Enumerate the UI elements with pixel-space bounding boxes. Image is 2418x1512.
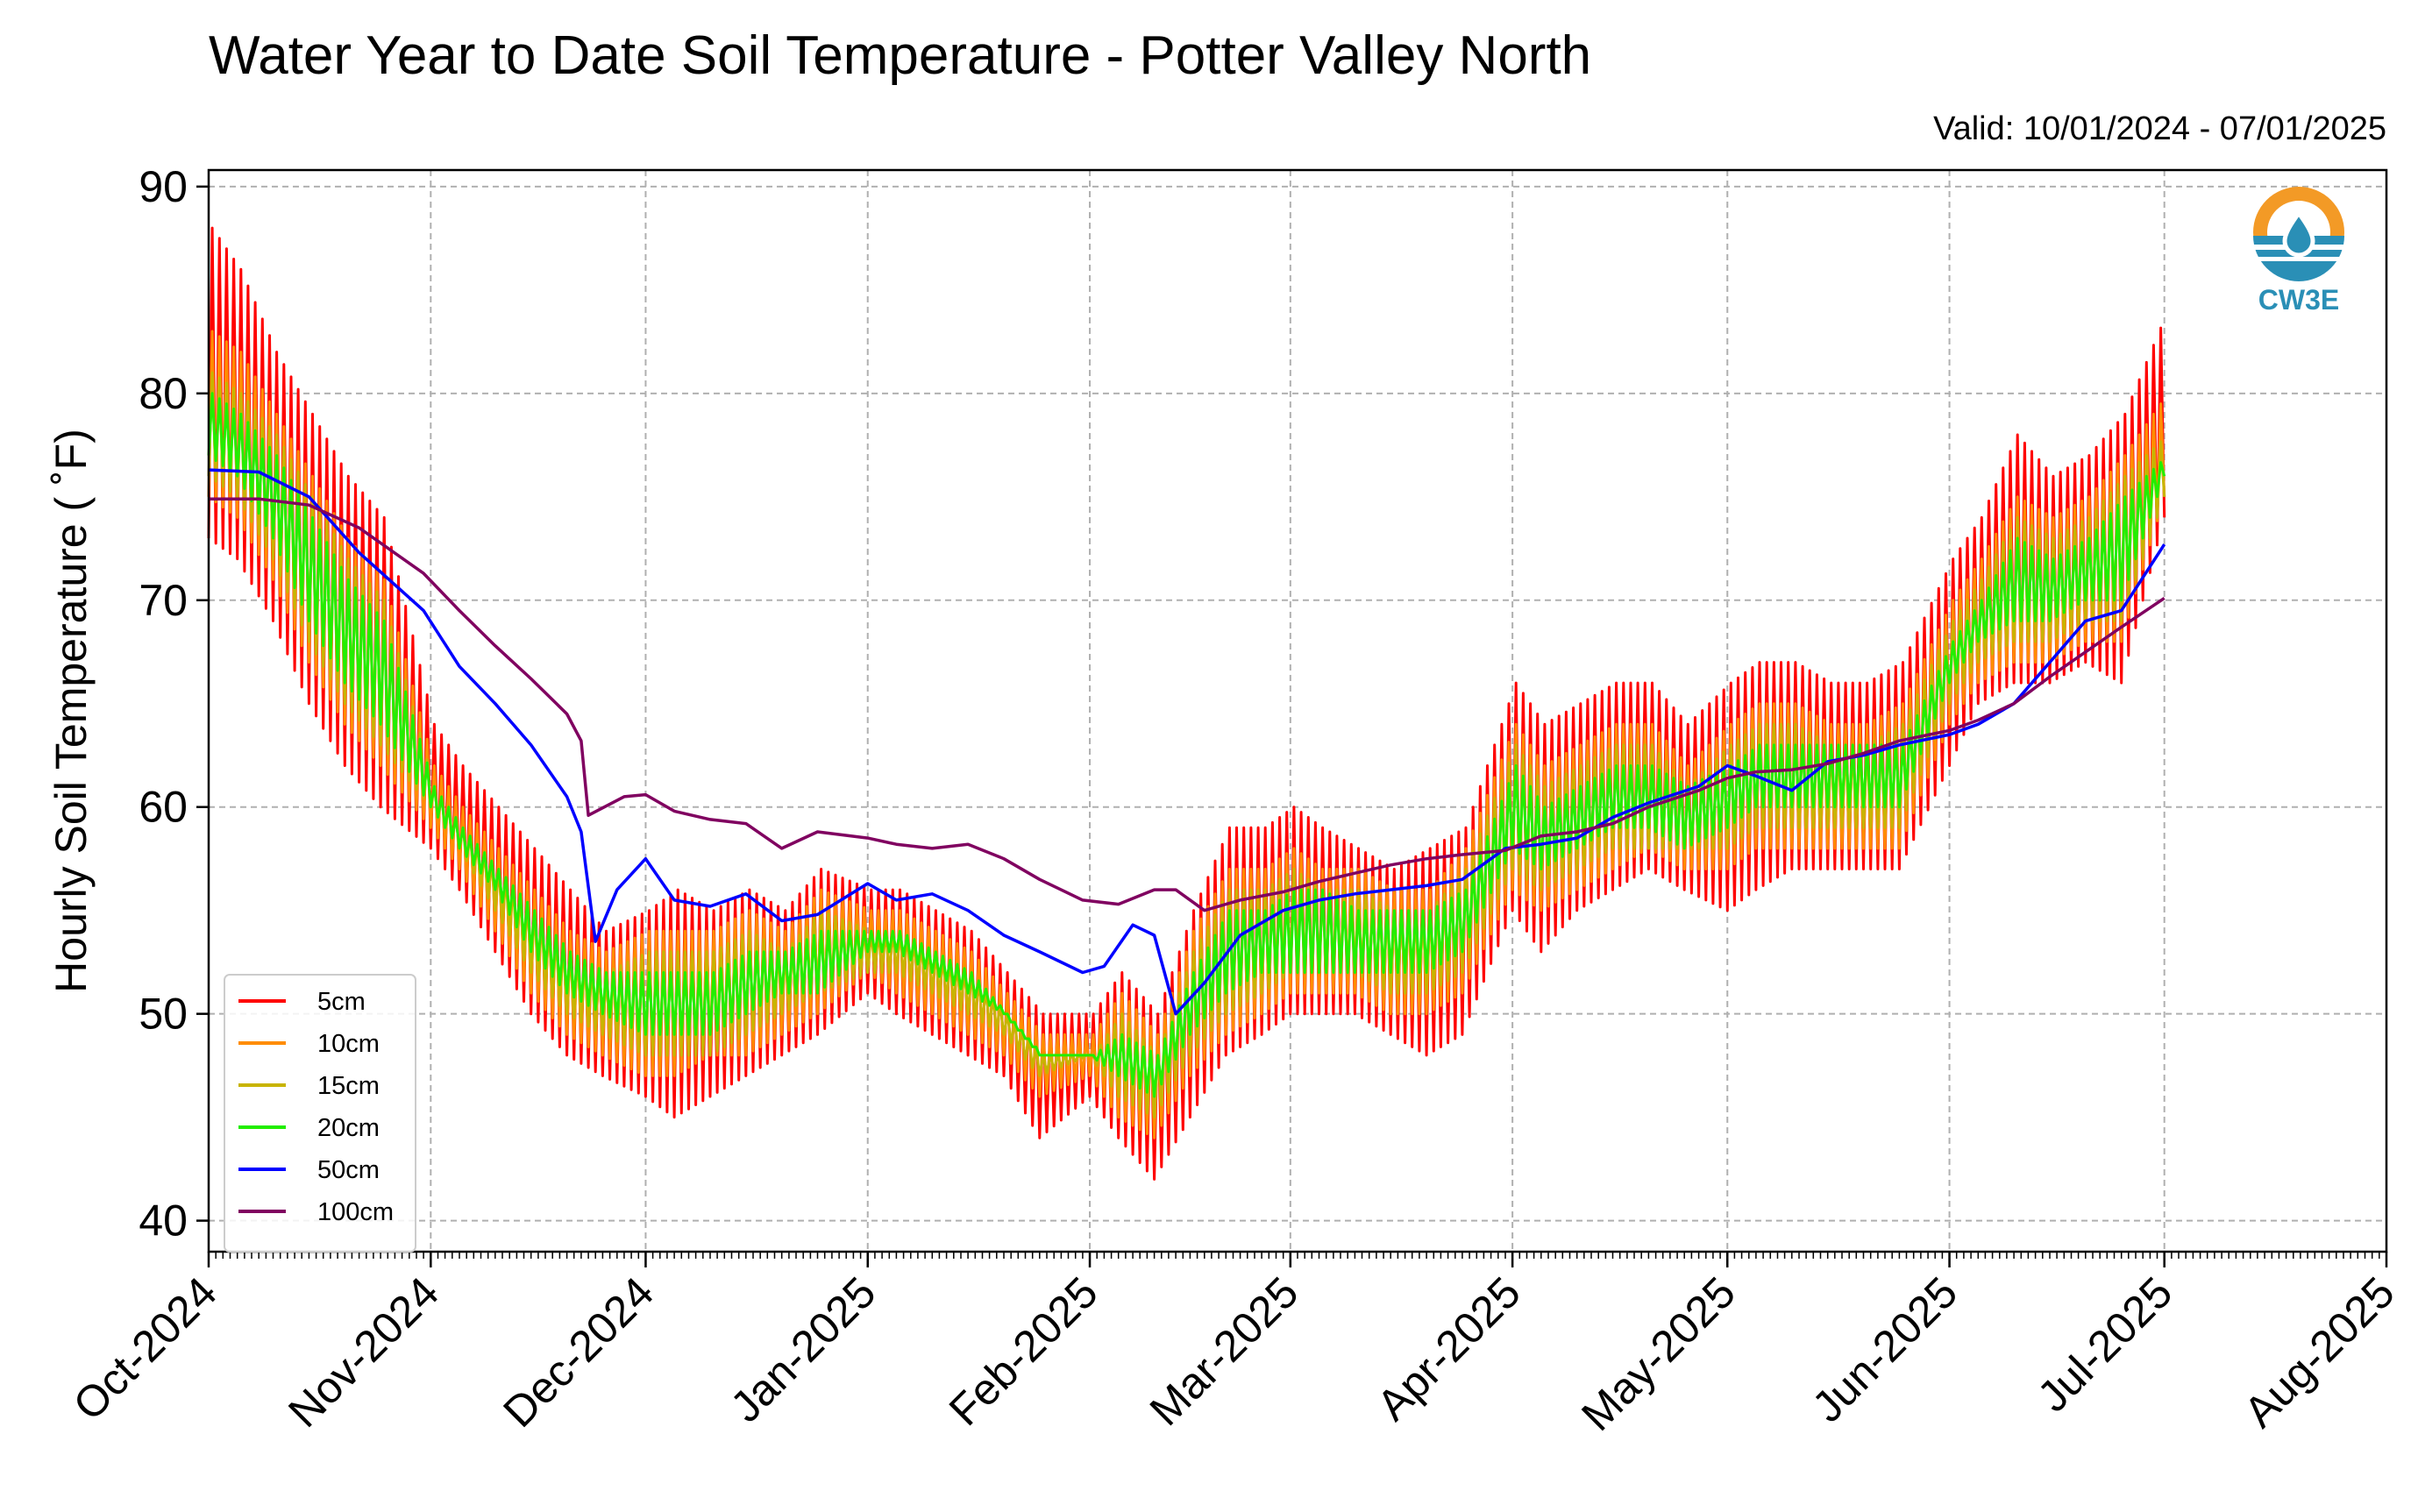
x-tick-label-5: Mar-2025 [1141,1267,1308,1435]
y-tick-label-1: 50 [139,990,188,1039]
x-tick-label-6: Apr-2025 [1368,1267,1530,1430]
logo-text: CW3E [2258,284,2339,316]
x-tick-label-0: Oct-2024 [64,1267,226,1430]
x-tick-label-2: Dec-2024 [494,1267,663,1437]
legend-label-100cm: 100cm [317,1198,394,1226]
y-tick-label-2: 60 [139,783,188,832]
y-tick-label-3: 70 [139,576,188,625]
grid-layer [208,170,2387,1252]
series-line-20cm [207,392,2166,1098]
x-tick-label-4: Feb-2025 [940,1267,1107,1435]
x-tick-label-1: Nov-2024 [279,1267,448,1437]
y-tick-label-5: 90 [139,162,188,211]
x-tick-label-9: Jul-2025 [2028,1267,2181,1421]
series-10cm [207,330,2166,1139]
series-line-50cm [208,468,2166,1016]
series-line-5cm [207,226,2166,1181]
series-line-100cm [209,497,2166,912]
y-tick-label-0: 40 [139,1196,188,1246]
legend-label-15cm: 15cm [317,1072,380,1100]
legend-label-10cm: 10cm [317,1030,380,1058]
series-50cm [208,468,2166,1016]
x-tick-label-8: Jun-2025 [1803,1267,1966,1431]
series-layer [207,226,2166,1181]
series-line-10cm [207,330,2166,1139]
y-axis-label: Hourly Soil Temperature ( ˚F) [46,429,96,993]
series-20cm [207,392,2166,1098]
series-5cm [207,226,2166,1181]
chart-title: Water Year to Date Soil Temperature - Po… [209,25,1592,86]
x-tick-label-3: Jan-2025 [721,1267,885,1431]
x-tick-label-10: Aug-2025 [2235,1267,2404,1437]
legend-label-50cm: 50cm [317,1156,380,1184]
chart-subtitle: Valid: 10/01/2024 - 07/01/2025 [1933,110,2386,147]
series-100cm [209,497,2166,912]
legend-label-20cm: 20cm [317,1114,380,1142]
legend-label-5cm: 5cm [317,988,366,1016]
plot-frame [207,168,2388,1253]
x-tick-label-7: May-2025 [1572,1267,1745,1440]
legend: 5cm 10cm 15cm 20cm 50cm 100cm [224,974,416,1253]
y-tick-label-4: 80 [139,369,188,418]
cw3e-logo: CW3E [2253,187,2344,316]
